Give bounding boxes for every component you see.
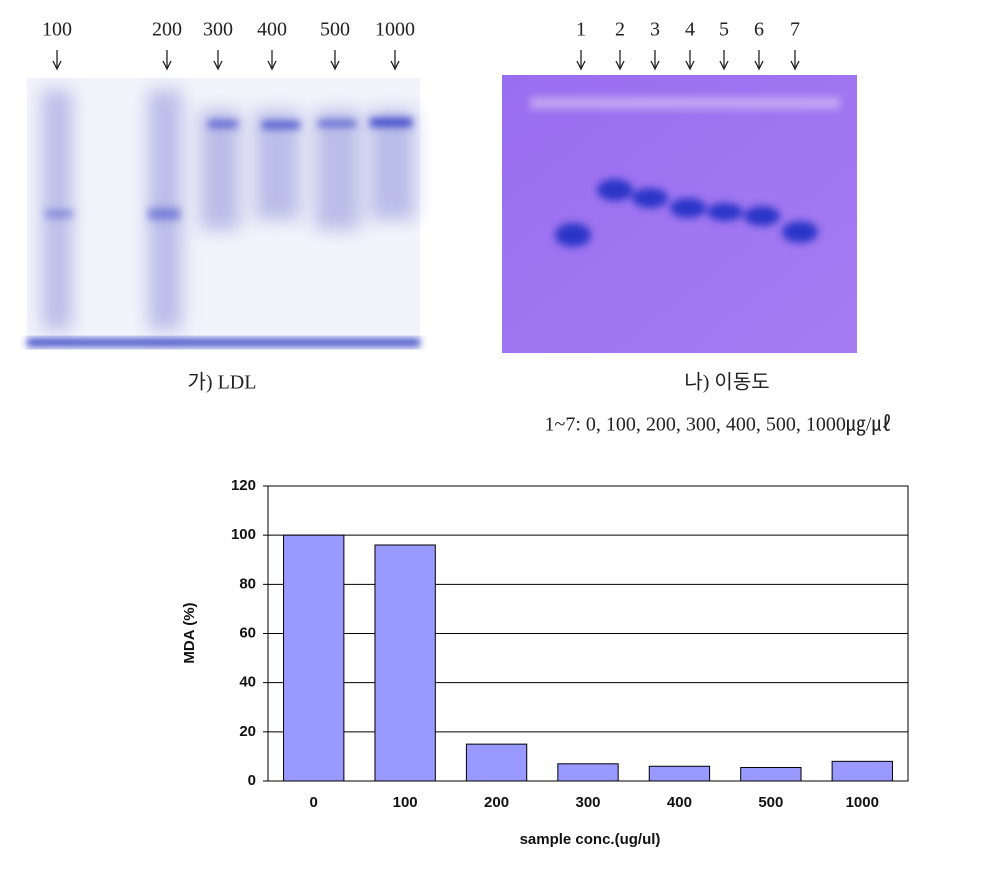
y-tick-label: 40: [239, 674, 256, 691]
y-axis-label: MDA (%): [181, 602, 198, 663]
arrow-head: [213, 60, 223, 71]
arrow-head: [685, 60, 695, 71]
arrow-head: [52, 60, 62, 71]
arrow-head: [267, 60, 277, 71]
x-tick-label: 500: [758, 794, 783, 811]
arrow-head: [754, 60, 764, 71]
lane-label: 4: [685, 19, 695, 41]
x-tick-label: 1000: [846, 794, 879, 811]
arrow-head: [650, 60, 660, 71]
arrow-head: [162, 60, 172, 71]
y-tick-label: 0: [248, 772, 256, 789]
arrow-head: [390, 60, 400, 71]
arrow-head: [719, 60, 729, 71]
y-tick-label: 100: [231, 526, 256, 543]
lane-label: 400: [257, 19, 287, 41]
lane-label: 1000: [375, 19, 415, 41]
y-tick-label: 20: [239, 723, 256, 740]
bar: [465, 743, 528, 782]
arrow-head: [330, 60, 340, 71]
x-tick-label: 100: [393, 794, 418, 811]
y-tick-label: 80: [239, 575, 256, 592]
lane-label: 6: [754, 19, 764, 41]
arrow-head: [576, 60, 586, 71]
lane-label: 300: [203, 19, 233, 41]
bar: [740, 766, 802, 782]
x-tick-label: 400: [667, 794, 692, 811]
arrow-head: [790, 60, 800, 71]
bar: [831, 760, 893, 782]
lane-label: 3: [650, 19, 660, 41]
x-tick-label: 200: [484, 794, 509, 811]
bar: [374, 544, 436, 782]
bar: [648, 765, 711, 782]
lane-label: 1: [576, 19, 586, 41]
lane-label: 500: [320, 19, 350, 41]
gel-b-caption: 나) 이동도: [684, 371, 769, 394]
lane-label: 200: [152, 19, 182, 41]
y-tick-label: 60: [239, 624, 256, 641]
gel-a-caption: 가) LDL: [188, 371, 257, 394]
gel-a-image: [27, 78, 420, 350]
lane-label: 7: [790, 19, 800, 41]
arrow-head: [615, 60, 625, 71]
x-tick-label: 300: [575, 794, 600, 811]
lane-label: 100: [42, 19, 72, 41]
x-tick-label: 0: [310, 794, 318, 811]
x-axis-label: sample conc.(ug/ul): [520, 831, 661, 848]
y-tick-label: 120: [231, 477, 256, 494]
gel-b-note: 1~7: 0, 100, 200, 300, 400, 500, 1000㎍/㎕: [545, 414, 892, 436]
lane-label: 5: [719, 19, 729, 41]
gel-b-image: [502, 75, 857, 353]
bar: [557, 763, 619, 782]
bar: [283, 534, 345, 782]
lane-label: 2: [615, 19, 625, 41]
arrows: [52, 50, 800, 71]
